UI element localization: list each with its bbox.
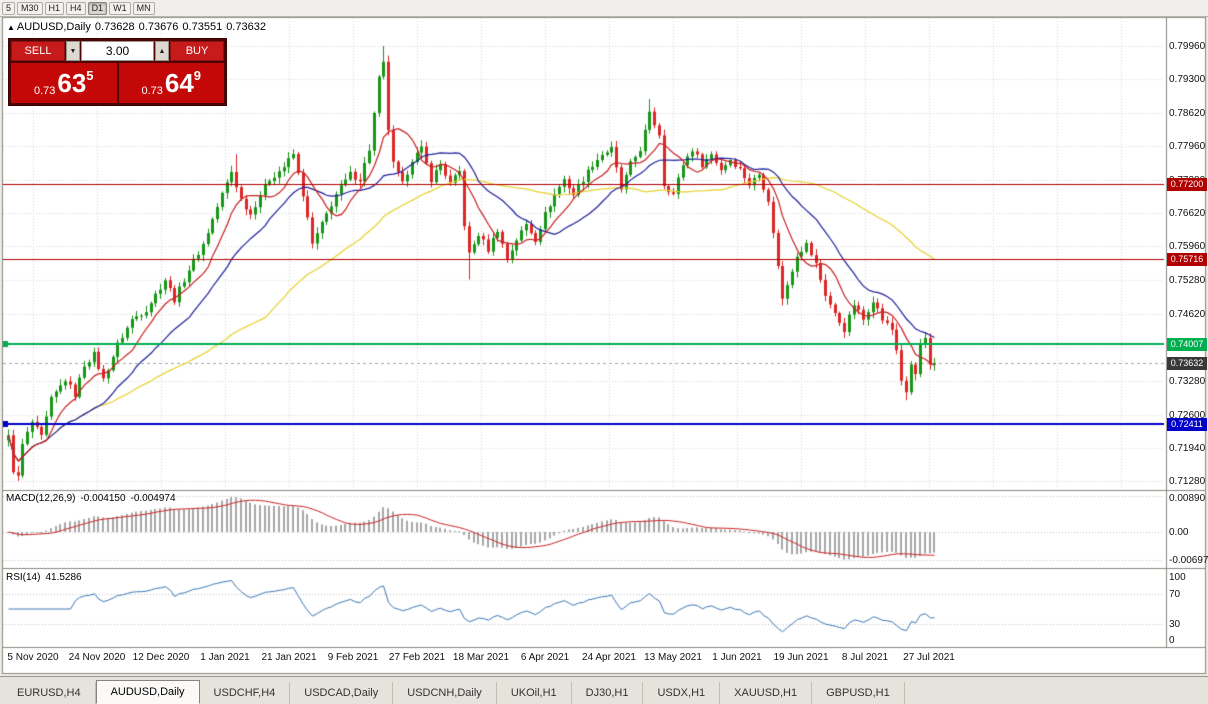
date-axis-label: 27 Jul 2021: [903, 652, 955, 663]
sell-price-prefix: 0.73: [33, 85, 56, 97]
collapse-arrow-icon: ▲: [7, 23, 15, 32]
price-axis-label: 0.79960: [1169, 41, 1206, 52]
level-price-tag: 0.74007: [1167, 338, 1207, 351]
timeframe-button-5[interactable]: 5: [2, 1, 16, 15]
level-price-tag: 0.72411: [1167, 418, 1207, 431]
buy-button[interactable]: BUY: [170, 41, 224, 61]
date-axis-label: 1 Jan 2021: [200, 652, 250, 663]
rsi-title: RSI(14): [6, 572, 41, 583]
ohlc-close-value: 0.73632: [226, 21, 266, 33]
price-axis-label: 0.78620: [1169, 108, 1206, 120]
macd-axis-label: 0.00: [1169, 527, 1189, 538]
date-axis-label: 1 Jun 2021: [712, 652, 762, 663]
ohlc-low-value: 0.73551: [182, 21, 223, 33]
chart-tab-usdcnh-daily[interactable]: USDCNH,Daily: [393, 682, 497, 704]
date-axis-label: 9 Feb 2021: [327, 652, 379, 663]
current-price-tag: 0.73632: [1167, 357, 1207, 370]
timeframe-button-m30[interactable]: M30: [17, 1, 43, 15]
rsi-indicator-label: RSI(14) 41.5286: [6, 572, 87, 583]
rsi-axis-label: 70: [1169, 588, 1181, 600]
price-axis-label: 0.75960: [1169, 241, 1206, 253]
rsi-axis-label: 100: [1169, 572, 1186, 583]
buy-price-sup: 9: [193, 68, 202, 83]
buy-price-prefix: 0.73: [141, 85, 163, 97]
price-axis-label: 0.72600: [1169, 409, 1206, 421]
chart-tab-usdchf-h4[interactable]: USDCHF,H4: [199, 682, 291, 704]
chart-tab-audusd-daily[interactable]: AUDUSD,Daily: [95, 680, 200, 704]
price-axis-label: 0.75280: [1169, 275, 1206, 287]
macd-axis-label: 0.00890: [1169, 493, 1206, 504]
chart-tab-gbpusd-h1[interactable]: GBPUSD,H1: [812, 682, 905, 704]
level-price-tag: 0.77200: [1167, 178, 1207, 191]
rsi-axis-label: 0: [1169, 635, 1175, 646]
date-axis-label: 27 Feb 2021: [388, 652, 446, 663]
date-axis-label: 21 Jan 2021: [261, 652, 317, 663]
chart-tab-bar: EURUSD,H4 AUDUSD,Daily USDCHF,H4 USDCAD,Dai…: [0, 676, 1208, 704]
date-axis-label: 8 Jul 2021: [841, 652, 889, 663]
date-axis-label: 6 Apr 2021: [520, 652, 570, 663]
date-axis-label: 5 Nov 2020: [7, 652, 59, 663]
chart-tab-usdcad-daily[interactable]: USDCAD,Daily: [290, 682, 394, 704]
sell-price-big: 63: [57, 68, 87, 98]
price-axis-label: 0.73280: [1169, 375, 1206, 387]
chart-tab-usdx-h1[interactable]: USDX,H1: [643, 682, 721, 704]
timeframe-button-w1[interactable]: W1: [109, 1, 131, 15]
chart-symbol-label: AUDUSD,Daily: [16, 21, 91, 33]
level-price-tag: 0.75716: [1167, 253, 1207, 266]
price-axis-label: 0.74620: [1169, 308, 1206, 320]
ohlc-high-value: 0.73676: [138, 21, 179, 33]
chart-tab-eurusd-h4[interactable]: EURUSD,H4: [3, 682, 96, 704]
macd-indicator-label: MACD(12,26,9) -0.004150 -0.004974: [6, 493, 181, 504]
macd-main-value: -0.004150: [80, 493, 126, 504]
macd-axis-label: -0.00697: [1169, 555, 1208, 567]
volume-input[interactable]: [81, 41, 154, 61]
timeframe-button-h4[interactable]: H4: [66, 1, 86, 15]
chart-tab-dj30-h1[interactable]: DJ30,H1: [571, 682, 644, 704]
timeframe-button-h1[interactable]: H1: [44, 1, 65, 15]
ohlc-open-value: 0.73628: [94, 21, 135, 33]
price-axis-label: 0.79300: [1169, 74, 1206, 86]
timeframe-button-d1[interactable]: D1: [87, 1, 108, 15]
buy-price-button[interactable]: 0.73 64 9: [118, 63, 224, 103]
chart-header: ▲ AUDUSD,Daily 0.73628 0.73676 0.73551 0.7363…: [7, 21, 270, 33]
date-axis-label: 19 Jun 2021: [773, 652, 829, 663]
sell-button[interactable]: SELL: [11, 41, 65, 61]
sell-price-sup: 5: [86, 68, 94, 83]
price-axis-label: 0.71280: [1169, 475, 1206, 487]
date-axis-label: 24 Apr 2021: [582, 652, 636, 663]
date-axis-label: 18 Mar 2021: [452, 652, 510, 663]
price-axis-label: 0.71940: [1169, 442, 1206, 454]
macd-signal-value: -0.004974: [130, 493, 176, 504]
one-click-trading-panel: SELL ▼ ▲ BUY 0.73 63 5 0.73 64 9: [8, 38, 227, 106]
chart-tab-xauusd-h1[interactable]: XAUUSD,H1: [720, 682, 813, 704]
volume-decrease-button[interactable]: ▼: [66, 41, 80, 61]
sell-price-button[interactable]: 0.73 63 5: [11, 63, 117, 103]
macd-title: MACD(12,26,9): [6, 493, 76, 504]
date-axis-label: 12 Dec 2020: [132, 652, 190, 663]
volume-increase-button[interactable]: ▲: [155, 41, 169, 61]
chart-tab-ukoil-h1[interactable]: UKOil,H1: [496, 682, 572, 704]
price-axis-label: 0.77960: [1169, 141, 1206, 153]
timeframe-button-mn[interactable]: MN: [132, 1, 155, 15]
date-axis-label: 13 May 2021: [644, 652, 702, 663]
timeframe-toolbar: 5 M30 H1 H4 D1 W1 MN: [0, 0, 1208, 17]
buy-price-big: 64: [164, 68, 194, 98]
date-axis-label: 24 Nov 2020: [68, 652, 126, 663]
rsi-axis-label: 30: [1169, 619, 1181, 631]
rsi-value: 41.5286: [45, 572, 82, 583]
price-axis-label: 0.76620: [1169, 208, 1206, 220]
